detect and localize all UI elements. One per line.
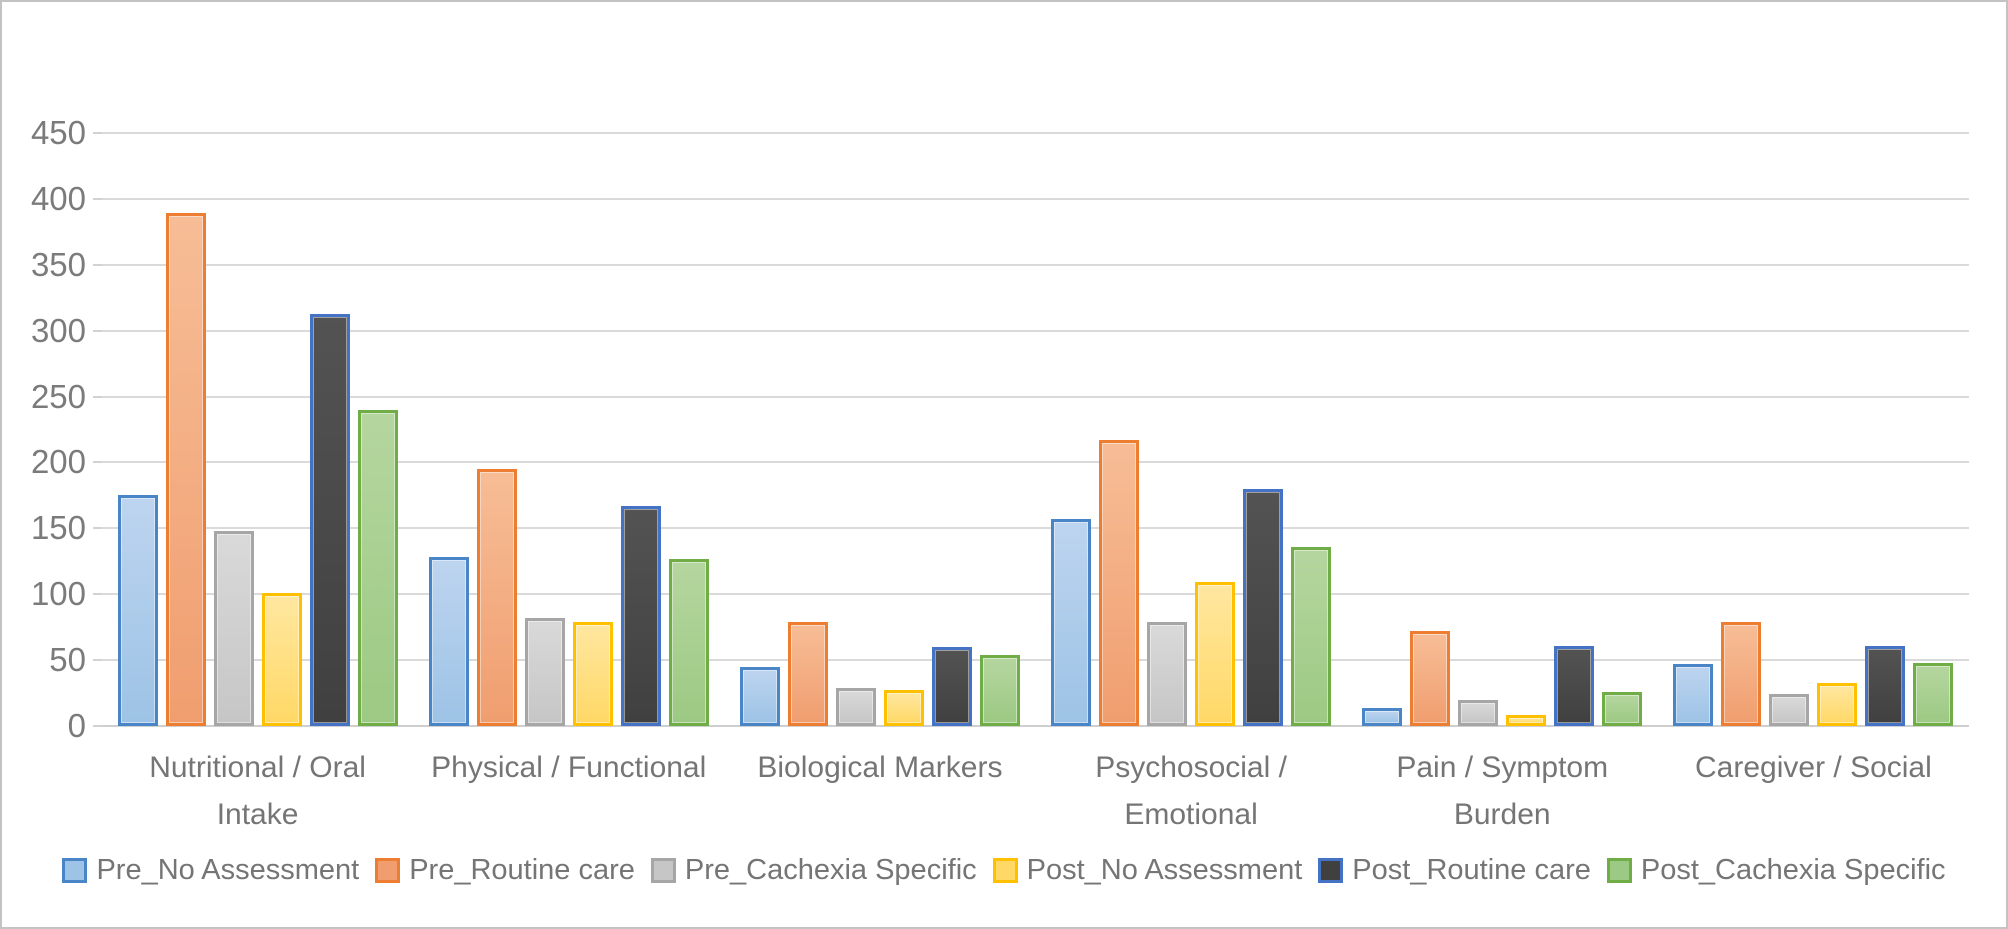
legend-swatch-icon bbox=[1318, 857, 1344, 883]
x-axis-line bbox=[102, 725, 1969, 727]
y-axis-label-150: 150 bbox=[30, 509, 86, 547]
bar-pre-no-assessment-cat3 bbox=[739, 666, 780, 726]
bar-post-routine-care-cat4 bbox=[1243, 488, 1284, 726]
gridline-100 bbox=[102, 593, 1969, 596]
legend-label: Post_No Assessment bbox=[1026, 853, 1303, 886]
y-tick-50 bbox=[93, 659, 102, 662]
bar-post-no-assessment-cat5 bbox=[1506, 715, 1547, 726]
legend: Pre_No Assessment Pre_Routine care Pre_Cac… bbox=[2, 847, 2006, 893]
bar-post-no-assessment-cat6 bbox=[1817, 682, 1858, 726]
bar-pre-cachexia-specific-cat6 bbox=[1769, 694, 1810, 726]
legend-label: Post_Cachexia Specific bbox=[1640, 853, 1946, 886]
bar-post-no-assessment-cat4 bbox=[1195, 582, 1236, 726]
bar-post-cachexia-specific-cat1 bbox=[357, 409, 398, 726]
bar-pre-cachexia-specific-cat5 bbox=[1458, 699, 1499, 726]
y-axis-label-300: 300 bbox=[30, 311, 86, 349]
y-axis-label-450: 450 bbox=[30, 114, 86, 151]
bar-post-routine-care-cat1 bbox=[309, 313, 350, 726]
bar-pre-routine-care-cat1 bbox=[165, 213, 206, 726]
category-label-4: Psychosocial / Emotional bbox=[1095, 751, 1287, 831]
legend-item-post-cachexia-specific: Post_Cachexia Specific bbox=[1606, 853, 1946, 887]
y-tick-350 bbox=[93, 263, 102, 266]
gridline-250 bbox=[102, 395, 1969, 398]
bar-post-cachexia-specific-cat3 bbox=[979, 654, 1020, 726]
plot-area bbox=[93, 132, 1969, 727]
legend-label: Pre_No Assessment bbox=[96, 853, 360, 886]
gridline-400 bbox=[102, 197, 1969, 200]
bar-pre-routine-care-cat2 bbox=[476, 469, 517, 726]
bar-pre-cachexia-specific-cat3 bbox=[835, 687, 876, 726]
legend-label: Post_Routine care bbox=[1352, 853, 1591, 886]
y-tick-450 bbox=[93, 132, 102, 134]
gridline-150 bbox=[102, 527, 1969, 530]
gridline-350 bbox=[102, 263, 1969, 266]
legend-label: Pre_Routine care bbox=[409, 853, 635, 886]
bar-post-no-assessment-cat2 bbox=[572, 621, 613, 726]
legend-item-pre-cachexia-specific: Pre_Cachexia Specific bbox=[650, 853, 977, 887]
legend-item-pre-routine-care: Pre_Routine care bbox=[375, 854, 635, 887]
bar-post-routine-care-cat6 bbox=[1865, 645, 1906, 726]
legend-item-pre-no-assessment: Pre_No Assessment bbox=[62, 854, 359, 887]
category-label-1: Nutritional / Oral Intake bbox=[149, 751, 366, 831]
y-axis-label-400: 400 bbox=[30, 179, 86, 217]
bar-post-routine-care-cat3 bbox=[931, 646, 972, 726]
y-tick-200 bbox=[93, 461, 102, 464]
bar-post-cachexia-specific-cat6 bbox=[1913, 662, 1954, 726]
gridline-50 bbox=[102, 659, 1969, 662]
y-axis-label-0: 0 bbox=[67, 707, 86, 744]
y-axis-label-50: 50 bbox=[49, 641, 86, 679]
category-label-3: Biological Markers bbox=[757, 751, 1003, 784]
bar-pre-routine-care-cat5 bbox=[1410, 631, 1451, 726]
legend-swatch-icon bbox=[62, 857, 88, 883]
bar-pre-no-assessment-cat6 bbox=[1673, 664, 1714, 726]
bar-post-cachexia-specific-cat5 bbox=[1602, 691, 1643, 726]
bar-post-cachexia-specific-cat2 bbox=[668, 558, 709, 726]
bar-pre-no-assessment-cat5 bbox=[1362, 707, 1403, 726]
gridline-450 bbox=[102, 132, 1969, 134]
gridline-200 bbox=[102, 461, 1969, 464]
legend-swatch-icon bbox=[1606, 857, 1632, 883]
y-axis-label-100: 100 bbox=[30, 575, 86, 613]
bar-pre-routine-care-cat3 bbox=[787, 621, 828, 726]
bar-pre-no-assessment-cat2 bbox=[428, 557, 469, 726]
y-tick-250 bbox=[93, 395, 102, 398]
bar-post-routine-care-cat2 bbox=[620, 505, 661, 726]
bar-pre-cachexia-specific-cat2 bbox=[524, 617, 565, 726]
bar-pre-routine-care-cat4 bbox=[1099, 440, 1140, 726]
bar-post-routine-care-cat5 bbox=[1554, 645, 1595, 726]
y-axis-label-350: 350 bbox=[30, 245, 86, 283]
bar-pre-no-assessment-cat4 bbox=[1051, 519, 1092, 726]
bar-pre-no-assessment-cat1 bbox=[117, 495, 158, 726]
gridline-300 bbox=[102, 329, 1969, 332]
bar-post-no-assessment-cat1 bbox=[261, 592, 302, 726]
y-axis-label-250: 250 bbox=[30, 377, 86, 415]
category-label-6: Caregiver / Social bbox=[1695, 751, 1932, 784]
bar-pre-routine-care-cat6 bbox=[1721, 621, 1762, 726]
y-axis-label-200: 200 bbox=[30, 443, 86, 481]
y-tick-150 bbox=[93, 527, 102, 530]
legend-swatch-icon bbox=[650, 857, 676, 883]
legend-swatch-icon bbox=[992, 857, 1018, 883]
legend-item-post-routine-care: Post_Routine care bbox=[1318, 854, 1591, 887]
bar-post-cachexia-specific-cat4 bbox=[1291, 546, 1332, 726]
y-tick-300 bbox=[93, 329, 102, 332]
bar-post-no-assessment-cat3 bbox=[883, 690, 924, 726]
legend-item-post-no-assessment: Post_No Assessment bbox=[992, 853, 1303, 887]
category-label-5: Pain / Symptom Burden bbox=[1396, 751, 1609, 831]
y-tick-100 bbox=[93, 593, 102, 596]
bar-pre-cachexia-specific-cat1 bbox=[213, 530, 254, 726]
category-label-2: Physical / Functional bbox=[431, 751, 707, 784]
y-tick-400 bbox=[93, 197, 102, 200]
legend-swatch-icon bbox=[375, 857, 401, 883]
y-tick-0 bbox=[93, 725, 102, 727]
bar-pre-cachexia-specific-cat4 bbox=[1147, 621, 1188, 726]
legend-label: Pre_Cachexia Specific bbox=[684, 853, 977, 886]
